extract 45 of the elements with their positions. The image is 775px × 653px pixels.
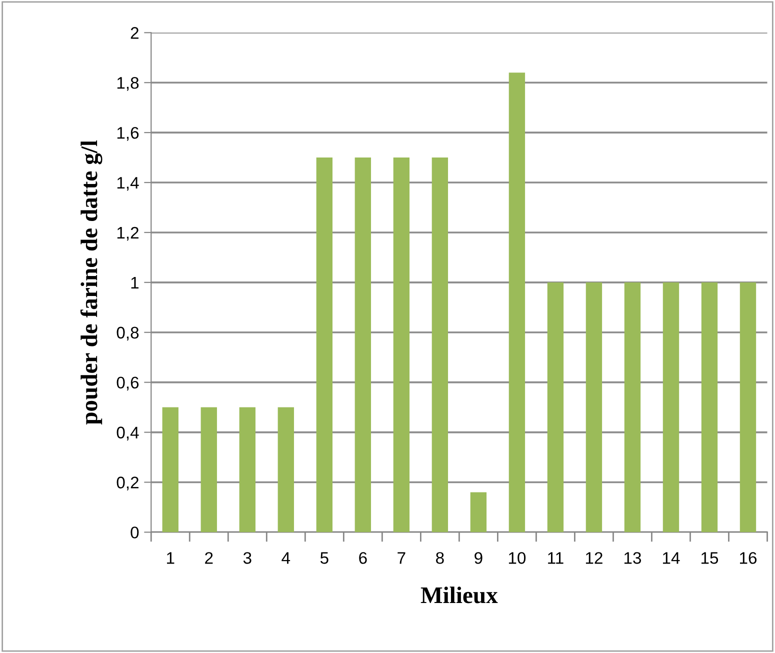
bar	[740, 282, 756, 532]
x-tick-label: 12	[586, 552, 602, 564]
bar	[624, 282, 641, 532]
x-tick-label: 9	[474, 552, 482, 564]
bar	[278, 407, 294, 532]
y-tick-label: 1	[131, 276, 139, 288]
x-tick-label: 5	[320, 552, 328, 564]
x-axis-title: Milieux	[420, 586, 498, 604]
y-tick-label: 1,2	[117, 226, 138, 241]
bar	[162, 407, 178, 532]
bar	[354, 158, 372, 532]
y-tick-label: 0,2	[116, 476, 138, 490]
x-tick-label: 2	[205, 552, 213, 564]
x-tick-label: 1	[167, 552, 174, 564]
y-tick-label: 2	[130, 27, 138, 39]
y-tick-label: 0	[130, 526, 139, 538]
x-tick-label: 14	[662, 552, 680, 564]
x-tick-label: 8	[436, 552, 444, 564]
y-tick-label: 0,6	[116, 376, 139, 391]
x-tick-label: 3	[243, 552, 252, 564]
y-axis-title: pouder de farine de datte g/l	[80, 140, 102, 425]
bar	[393, 158, 410, 532]
bar	[547, 282, 564, 532]
x-tick-label: 16	[740, 552, 757, 564]
x-tick-label: 4	[282, 552, 290, 564]
y-tick-label: 1,8	[117, 77, 139, 91]
bar	[200, 407, 217, 532]
bar	[508, 72, 526, 532]
bar	[316, 158, 332, 532]
x-tick-label: 11	[548, 552, 564, 564]
y-tick-label: 0,4	[116, 426, 139, 440]
bar	[239, 407, 256, 532]
y-tick-label: 1,4	[117, 177, 139, 191]
bar	[432, 158, 448, 532]
x-tick-label: 13	[624, 552, 642, 564]
y-tick-label: 1,6	[117, 126, 139, 141]
x-tick-label: 15	[701, 552, 718, 564]
bar	[662, 282, 680, 532]
bar	[470, 492, 487, 532]
x-tick-label: 6	[359, 552, 367, 564]
bar	[586, 282, 602, 532]
x-tick-label: 7	[398, 552, 406, 564]
y-tick-label: 0,8	[116, 326, 139, 341]
x-tick-label: 10	[508, 552, 526, 564]
bar	[701, 282, 718, 532]
